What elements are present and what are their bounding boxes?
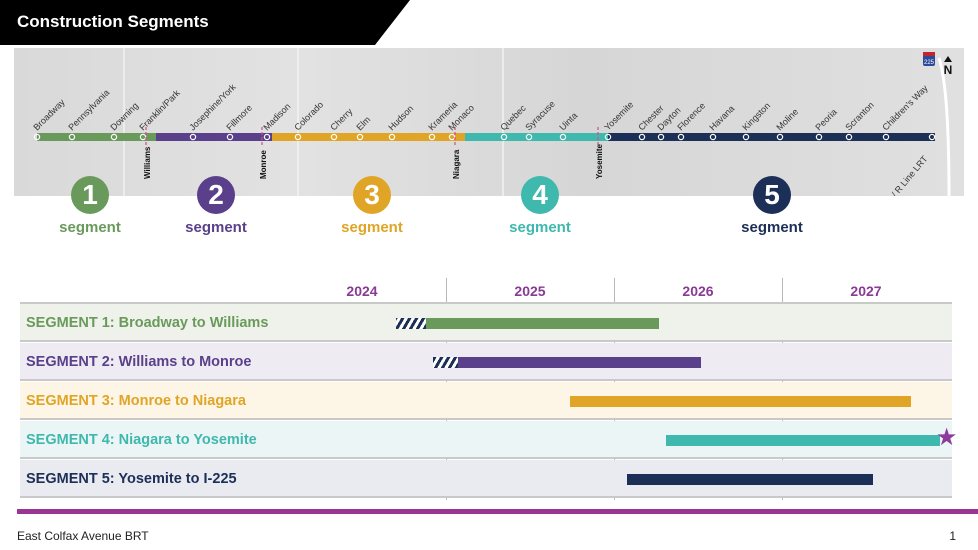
segment-4-label: segment xyxy=(509,219,571,236)
station-marker[interactable] xyxy=(33,133,41,141)
segment-row-label: SEGMENT 5: Yosemite to I-225 xyxy=(26,471,237,487)
interstate-shield-icon xyxy=(923,54,935,66)
segment-5-badge: 5 xyxy=(753,176,791,214)
year-header-2024: 2024 xyxy=(346,283,378,299)
segment-row-2: SEGMENT 2: Williams to Monroe xyxy=(20,343,952,381)
corridor-map: Broadway Pennsylvania Downing Franklin/Park… xyxy=(14,48,964,196)
north-arrow-icon xyxy=(944,56,952,62)
preconstruction-bar xyxy=(432,357,458,368)
station-marker[interactable] xyxy=(677,133,685,141)
segment-row-3: SEGMENT 3: Monroe to Niagara xyxy=(20,382,952,420)
station-marker[interactable] xyxy=(110,133,118,141)
segment-row-1: SEGMENT 1: Broadway to Williams xyxy=(20,304,952,342)
station-marker[interactable] xyxy=(928,133,936,141)
station-label: Franklin/Park xyxy=(137,88,182,133)
station-label: Moline xyxy=(774,107,800,133)
station-marker[interactable] xyxy=(815,133,823,141)
station-marker[interactable] xyxy=(604,133,612,141)
station-marker[interactable] xyxy=(428,133,436,141)
station-marker[interactable] xyxy=(388,133,396,141)
construction-bar xyxy=(457,357,702,368)
segment-row-5: SEGMENT 5: Yosemite to I-225 xyxy=(20,460,952,498)
station-marker[interactable] xyxy=(500,133,508,141)
segment-2-label: segment xyxy=(185,219,247,236)
svg-text:225: 225 xyxy=(924,60,935,66)
station-label: Havana xyxy=(707,103,736,132)
boundary-label: Monroe xyxy=(259,150,268,179)
route-segment-1 xyxy=(37,133,156,141)
station-marker[interactable] xyxy=(525,133,533,141)
station-marker[interactable] xyxy=(356,133,364,141)
year-header-2027: 2027 xyxy=(850,283,882,299)
station-label: Hudson xyxy=(386,103,415,132)
segment-4-badge: 4 xyxy=(521,176,559,214)
year-header-2025: 2025 xyxy=(514,283,546,299)
construction-bar xyxy=(627,474,873,485)
header-divider xyxy=(20,302,952,304)
construction-bar xyxy=(570,396,912,407)
construction-bar xyxy=(425,318,660,329)
station-marker[interactable] xyxy=(709,133,717,141)
station-label: Cherry xyxy=(328,106,355,133)
footer-text: East Colfax Avenue BRT xyxy=(17,529,149,543)
station-marker[interactable] xyxy=(68,133,76,141)
station-label: Madison xyxy=(261,101,292,132)
station-marker[interactable] xyxy=(882,133,890,141)
station-marker[interactable] xyxy=(226,133,234,141)
route-segment-5 xyxy=(608,133,935,141)
station-marker[interactable] xyxy=(638,133,646,141)
station-marker[interactable] xyxy=(845,133,853,141)
segment-2-badge: 2 xyxy=(197,176,235,214)
boundary-label: Yosemite xyxy=(595,143,604,179)
segment-row-4: SEGMENT 4: Niagara to Yosemite ★ xyxy=(20,421,957,459)
footer-divider xyxy=(17,509,978,514)
segment-row-label: SEGMENT 4: Niagara to Yosemite xyxy=(26,432,257,448)
station-marker[interactable] xyxy=(776,133,784,141)
station-label: Syracuse xyxy=(523,99,557,133)
station-label: Colfax Station / R Line LRT xyxy=(852,153,930,196)
route-segment-2 xyxy=(156,133,272,141)
segment-3-label: segment xyxy=(341,219,403,236)
year-header-2026: 2026 xyxy=(682,283,714,299)
station-label: Pennsylvania xyxy=(66,87,111,132)
station-label: Peoria xyxy=(813,107,838,132)
star-icon: ★ xyxy=(935,424,958,451)
station-marker[interactable] xyxy=(657,133,665,141)
segment-row-label: SEGMENT 1: Broadway to Williams xyxy=(26,315,269,331)
page-number: 1 xyxy=(949,529,956,543)
station-label: Yosemite xyxy=(602,99,635,132)
construction-bar xyxy=(666,435,940,446)
station-label: Scranton xyxy=(843,100,876,133)
station-marker[interactable] xyxy=(742,133,750,141)
station-label: Florence xyxy=(675,101,707,133)
segment-row-label: SEGMENT 3: Monroe to Niagara xyxy=(26,393,246,409)
title-banner xyxy=(0,0,410,45)
station-marker[interactable] xyxy=(330,133,338,141)
station-label: Fillmore xyxy=(224,103,254,133)
boundary-label: Niagara xyxy=(452,149,461,179)
interstate-road xyxy=(937,57,951,196)
station-marker[interactable] xyxy=(559,133,567,141)
segment-1-label: segment xyxy=(59,219,121,236)
segment-1-badge: 1 xyxy=(71,176,109,214)
segment-row-label: SEGMENT 2: Williams to Monroe xyxy=(26,354,252,370)
route-segment-4 xyxy=(465,133,608,141)
station-marker[interactable] xyxy=(294,133,302,141)
boundary-label: Williams xyxy=(143,146,152,179)
route-diagram: Broadway PennsylvaniaDowningFranklin/Park… xyxy=(31,48,953,196)
station-marker[interactable] xyxy=(263,133,271,141)
svg-text:N: N xyxy=(944,63,953,77)
station-marker[interactable] xyxy=(189,133,197,141)
segment-5-label: segment xyxy=(741,219,803,236)
preconstruction-bar xyxy=(395,318,426,329)
page-title: Construction Segments xyxy=(17,12,209,31)
station-label: Children's Way xyxy=(880,83,930,133)
station-label: Broadway xyxy=(31,97,67,133)
station-label: Elm xyxy=(354,114,372,132)
route-segment-3 xyxy=(272,133,465,141)
station-label: Uinta xyxy=(557,110,579,132)
station-label: Kingston xyxy=(740,101,772,133)
segment-3-badge: 3 xyxy=(353,176,391,214)
